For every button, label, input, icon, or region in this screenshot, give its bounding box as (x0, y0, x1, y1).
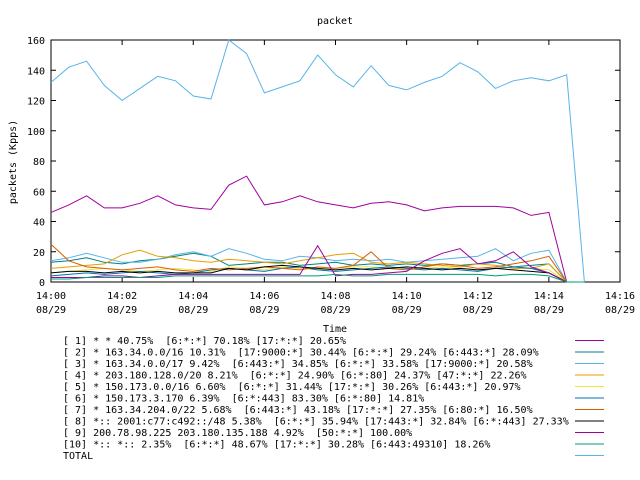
y-axis-label: packets (Kpps) (8, 120, 19, 204)
y-tick-label: 0 (39, 278, 45, 289)
y-tick-label: 140 (27, 66, 45, 77)
legend-entry-5: [ 5] * 150.173.0.0/16 6.60% [6:*:*] 31.4… (63, 382, 521, 393)
y-tick-label: 100 (27, 127, 45, 138)
legend-entry-6: [ 6] * 150.173.3.170 6.39% [6:*:443] 83.… (63, 394, 424, 405)
legend-entry-7: [ 7] * 163.34.204.0/22 5.68% [6:443:*] 4… (63, 405, 533, 416)
legend-entry-4: [ 4] * 203.180.128.0/20 8.21% [6:*:*] 24… (63, 371, 527, 382)
chart-title: packet (317, 16, 353, 27)
x-tick-label-time: 14:02 (107, 291, 137, 302)
x-tick-label-date: 08/29 (107, 305, 137, 316)
y-tick-label: 40 (33, 218, 45, 229)
x-tick-label-time: 14:08 (320, 291, 350, 302)
x-tick-label-date: 08/29 (605, 305, 635, 316)
x-tick-label-time: 14:14 (534, 291, 564, 302)
x-tick-label-time: 14:06 (249, 291, 279, 302)
legend-entry-8: [ 8] *:: 2001:c77:c492::/48 5.38% [6:*:*… (63, 417, 569, 428)
legend-entry-10: [10] *:: *:: 2.35% [6:*:*] 48.67% [17:*:… (63, 440, 490, 451)
x-tick-label-time: 14:16 (605, 291, 635, 302)
y-tick-label: 80 (33, 157, 45, 168)
x-axis-label: Time (323, 324, 347, 335)
series-line-11 (50, 39, 585, 283)
legend-entry-1: [ 1] * * 40.75% [6:*:*] 70.18% [17:*:*] … (63, 336, 346, 347)
series-line-8 (50, 264, 585, 283)
series-line-7 (50, 243, 585, 283)
legend-entry-11: TOTAL (63, 451, 93, 462)
x-tick-label-time: 14:04 (178, 291, 208, 302)
series-line-1 (50, 175, 585, 283)
x-tick-label-date: 08/29 (320, 305, 350, 316)
x-tick-label-date: 08/29 (36, 305, 66, 316)
series-lines (50, 39, 585, 283)
series-line-4 (50, 249, 585, 283)
x-tick-label-time: 14:00 (36, 291, 66, 302)
y-axis-ticks: 0 20 40 60 80 100 120 140 160 (27, 36, 620, 289)
x-tick-label-date: 08/29 (249, 305, 279, 316)
x-tick-label-date: 08/29 (392, 305, 422, 316)
y-tick-label: 120 (27, 97, 45, 108)
x-axis-ticks: 14:00 08/29 14:02 08/29 14:04 08/29 14:06 08/29… (36, 40, 635, 316)
x-tick-label-date: 08/29 (534, 305, 564, 316)
series-line-10 (51, 273, 585, 283)
legend-entry-3: [ 3] * 163.34.0.0/17 9.42% [6:443:*] 34.… (63, 359, 533, 370)
legend-entry-2: [ 2] * 163.34.0.0/16 10.31% [17:9000:*] … (63, 348, 539, 359)
x-tick-label-date: 08/29 (178, 305, 208, 316)
legend: [ 1] * * 40.75% [6:*:*] 70.18% [17:*:*] … (63, 336, 604, 462)
x-tick-label-time: 14:12 (463, 291, 493, 302)
plot-frame (50, 39, 621, 283)
y-tick-label: 20 (33, 248, 45, 259)
y-tick-label: 60 (33, 187, 45, 198)
x-tick-label-date: 08/29 (463, 305, 493, 316)
x-tick-label-time: 14:10 (392, 291, 422, 302)
legend-entry-9: [ 9] 200.78.98.225 203.180.135.188 4.92%… (63, 428, 412, 439)
series-line-2 (50, 252, 585, 283)
y-tick-label: 160 (27, 36, 45, 47)
